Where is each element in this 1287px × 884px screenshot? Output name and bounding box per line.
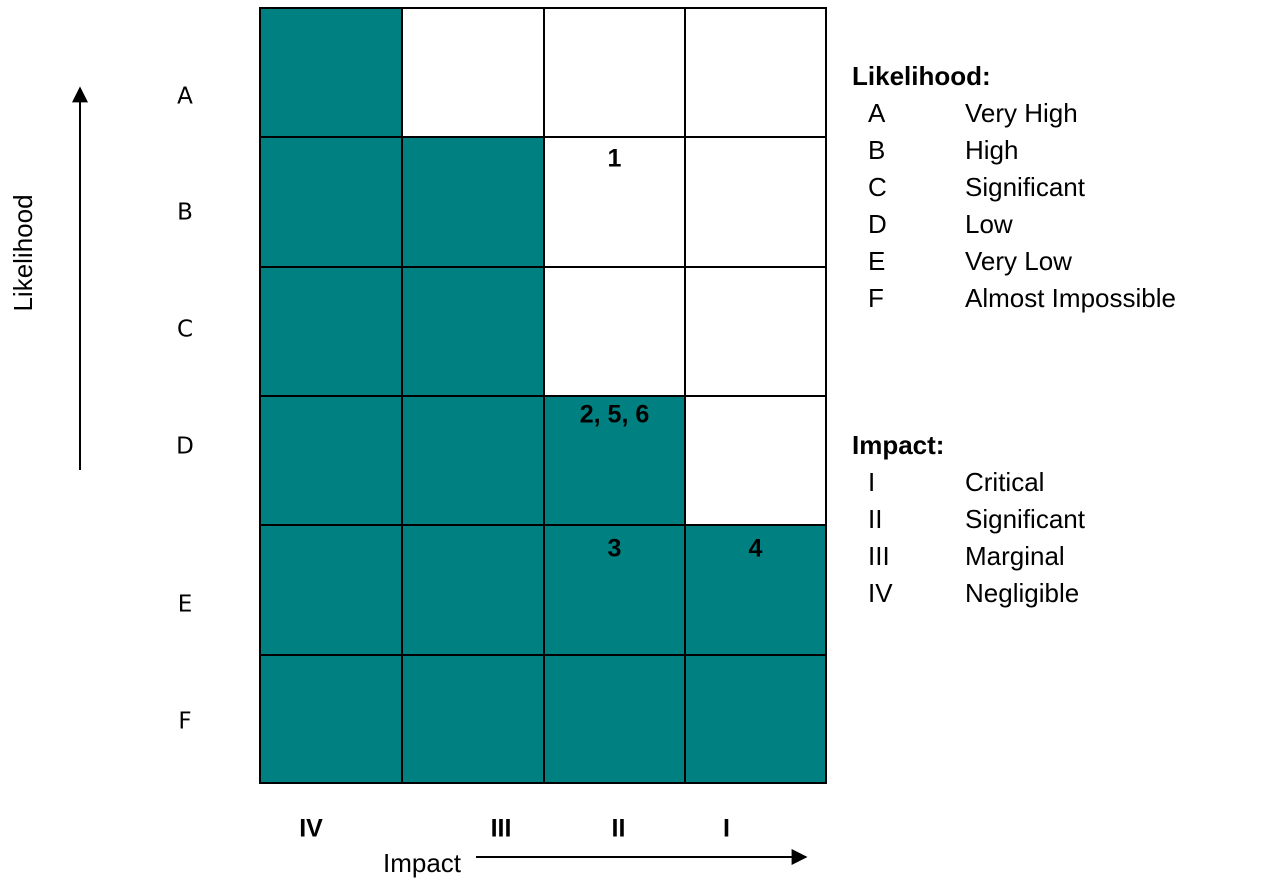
legend-key: I: [868, 467, 875, 497]
matrix-cell: [259, 654, 403, 784]
matrix-cell: [401, 136, 545, 268]
matrix-cell: [401, 524, 545, 656]
cell-label: 2, 5, 6: [580, 401, 650, 429]
matrix-cell: [543, 7, 686, 138]
row-label: E: [178, 592, 193, 618]
legend-key: II: [868, 504, 882, 534]
legend-key: E: [868, 246, 885, 276]
row-label: A: [177, 84, 193, 110]
legend-label: Very Low: [965, 246, 1072, 276]
matrix-cell: [543, 395, 686, 526]
matrix-cell: [401, 7, 545, 138]
legend-label: Negligible: [965, 578, 1079, 608]
matrix-cell: [684, 654, 827, 784]
matrix-cell: [259, 524, 403, 656]
legend-key: F: [868, 283, 884, 313]
legend-key: C: [868, 172, 887, 202]
row-label: D: [176, 434, 194, 460]
matrix-cell: [543, 524, 686, 656]
matrix-cell: [401, 266, 545, 397]
row-label: F: [178, 709, 191, 735]
y-axis-title: Likelihood: [8, 194, 38, 311]
legend-label: Significant: [965, 172, 1086, 202]
row-label: B: [177, 200, 193, 226]
matrix-cell: [684, 136, 827, 268]
matrix-cell: [259, 7, 403, 138]
matrix-cell: [543, 266, 686, 397]
legend-label: Low: [965, 209, 1013, 239]
legend-label: Significant: [965, 504, 1086, 534]
legend-key: D: [868, 209, 887, 239]
matrix-cell: [543, 136, 686, 268]
column-label: III: [491, 815, 512, 843]
row-label: C: [177, 317, 193, 343]
cell-label: 1: [608, 145, 622, 173]
matrix-cell: [684, 524, 827, 656]
cell-label: 3: [608, 535, 622, 563]
legend-title: Impact:: [852, 430, 944, 460]
legend-label: Almost Impossible: [965, 283, 1176, 313]
legend-label: Marginal: [965, 541, 1065, 571]
matrix-cell: [401, 654, 545, 784]
legend-label: Critical: [965, 467, 1044, 497]
column-label: IV: [299, 815, 323, 843]
matrix-cell: [684, 395, 827, 526]
matrix-cell: [684, 7, 827, 138]
legend-label: Very High: [965, 98, 1078, 128]
legend-label: High: [965, 135, 1018, 165]
matrix-cell: [259, 266, 403, 397]
legend-title: Likelihood:: [852, 61, 991, 91]
legend-key: A: [868, 98, 886, 128]
x-axis-title: Impact: [383, 848, 462, 878]
matrix-cell: [259, 395, 403, 526]
matrix-cell: [259, 136, 403, 268]
matrix-cell: [401, 395, 545, 526]
column-label: II: [612, 815, 626, 843]
legend-key: III: [868, 541, 890, 571]
matrix-cell: [543, 654, 686, 784]
legend-key: IV: [868, 578, 893, 608]
legend-key: B: [868, 135, 885, 165]
matrix-cell: [684, 266, 827, 397]
cell-label: 4: [749, 535, 763, 563]
column-label: I: [723, 815, 730, 843]
